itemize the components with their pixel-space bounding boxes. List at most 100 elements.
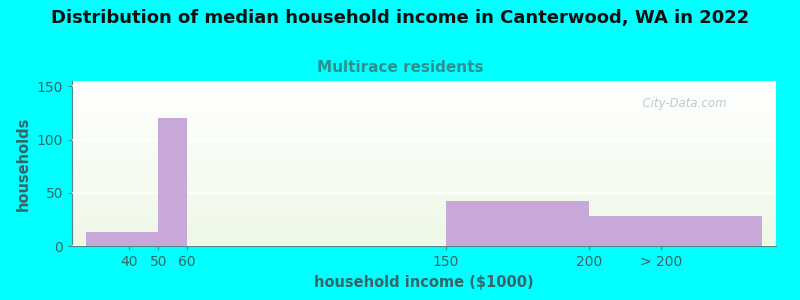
- Text: Distribution of median household income in Canterwood, WA in 2022: Distribution of median household income …: [51, 9, 749, 27]
- Bar: [72, 164, 776, 165]
- Bar: [72, 128, 776, 129]
- Bar: [72, 176, 776, 177]
- Bar: [72, 214, 776, 215]
- Bar: [72, 82, 776, 83]
- Bar: [72, 220, 776, 221]
- Bar: [72, 116, 776, 117]
- Bar: [72, 117, 776, 119]
- Bar: [72, 175, 776, 176]
- Bar: [72, 228, 776, 230]
- Bar: [72, 130, 776, 132]
- Bar: [72, 161, 776, 162]
- Bar: [72, 173, 776, 175]
- Bar: [72, 211, 776, 212]
- Bar: [72, 196, 776, 198]
- Bar: [72, 109, 776, 110]
- Bar: [72, 225, 776, 226]
- Y-axis label: households: households: [16, 116, 31, 211]
- Bar: [72, 200, 776, 201]
- Bar: [72, 125, 776, 126]
- Bar: [72, 215, 776, 216]
- Bar: [72, 156, 776, 157]
- Bar: [72, 114, 776, 115]
- Bar: [72, 99, 776, 100]
- Bar: [72, 192, 776, 193]
- Bar: [72, 165, 776, 166]
- Bar: [72, 194, 776, 195]
- Bar: [72, 177, 776, 178]
- Bar: [72, 94, 776, 95]
- Bar: [72, 199, 776, 200]
- Bar: [72, 90, 776, 91]
- Bar: [72, 189, 776, 190]
- Bar: [72, 230, 776, 231]
- Bar: [72, 89, 776, 90]
- Bar: [72, 238, 776, 239]
- Bar: [72, 83, 776, 84]
- Bar: [72, 84, 776, 86]
- Bar: [72, 226, 776, 227]
- Bar: [72, 213, 776, 214]
- Bar: [72, 106, 776, 107]
- Bar: [72, 234, 776, 235]
- Bar: [446, 201, 590, 246]
- Bar: [72, 134, 776, 135]
- Bar: [72, 236, 776, 237]
- Bar: [72, 184, 776, 185]
- Bar: [72, 159, 776, 160]
- Bar: [72, 107, 776, 109]
- Bar: [72, 93, 776, 94]
- Bar: [72, 113, 776, 114]
- Bar: [72, 222, 776, 223]
- Bar: [72, 224, 776, 225]
- Bar: [72, 81, 776, 82]
- Bar: [72, 158, 776, 159]
- Bar: [72, 137, 776, 138]
- Bar: [72, 127, 776, 128]
- Bar: [72, 193, 776, 194]
- Bar: [72, 162, 776, 164]
- Bar: [72, 241, 776, 242]
- Bar: [72, 188, 776, 189]
- Bar: [72, 233, 776, 234]
- Bar: [72, 187, 776, 188]
- Bar: [72, 111, 776, 112]
- Bar: [72, 122, 776, 123]
- Bar: [72, 98, 776, 99]
- Bar: [72, 169, 776, 170]
- Bar: [72, 181, 776, 182]
- Bar: [72, 112, 776, 113]
- Bar: [72, 160, 776, 161]
- Bar: [72, 180, 776, 181]
- Bar: [72, 166, 776, 167]
- Bar: [72, 183, 776, 184]
- Bar: [72, 191, 776, 192]
- Bar: [72, 126, 776, 127]
- Bar: [72, 210, 776, 211]
- Bar: [72, 182, 776, 183]
- Bar: [72, 92, 776, 93]
- Bar: [72, 144, 776, 145]
- Text: City-Data.com: City-Data.com: [635, 98, 727, 110]
- Bar: [590, 216, 762, 246]
- Bar: [72, 91, 776, 92]
- Bar: [72, 133, 776, 134]
- Bar: [72, 205, 776, 206]
- X-axis label: household income ($1000): household income ($1000): [314, 274, 534, 290]
- Bar: [72, 218, 776, 220]
- Bar: [72, 96, 776, 98]
- Bar: [72, 227, 776, 228]
- Bar: [72, 203, 776, 204]
- Bar: [72, 204, 776, 205]
- Bar: [72, 202, 776, 203]
- Bar: [72, 216, 776, 217]
- Bar: [72, 206, 776, 208]
- Bar: [72, 190, 776, 191]
- Bar: [72, 152, 776, 154]
- Bar: [72, 242, 776, 243]
- Bar: [72, 208, 776, 210]
- Text: Multirace residents: Multirace residents: [317, 60, 483, 75]
- Bar: [72, 168, 776, 169]
- Bar: [72, 139, 776, 140]
- Bar: [72, 154, 776, 155]
